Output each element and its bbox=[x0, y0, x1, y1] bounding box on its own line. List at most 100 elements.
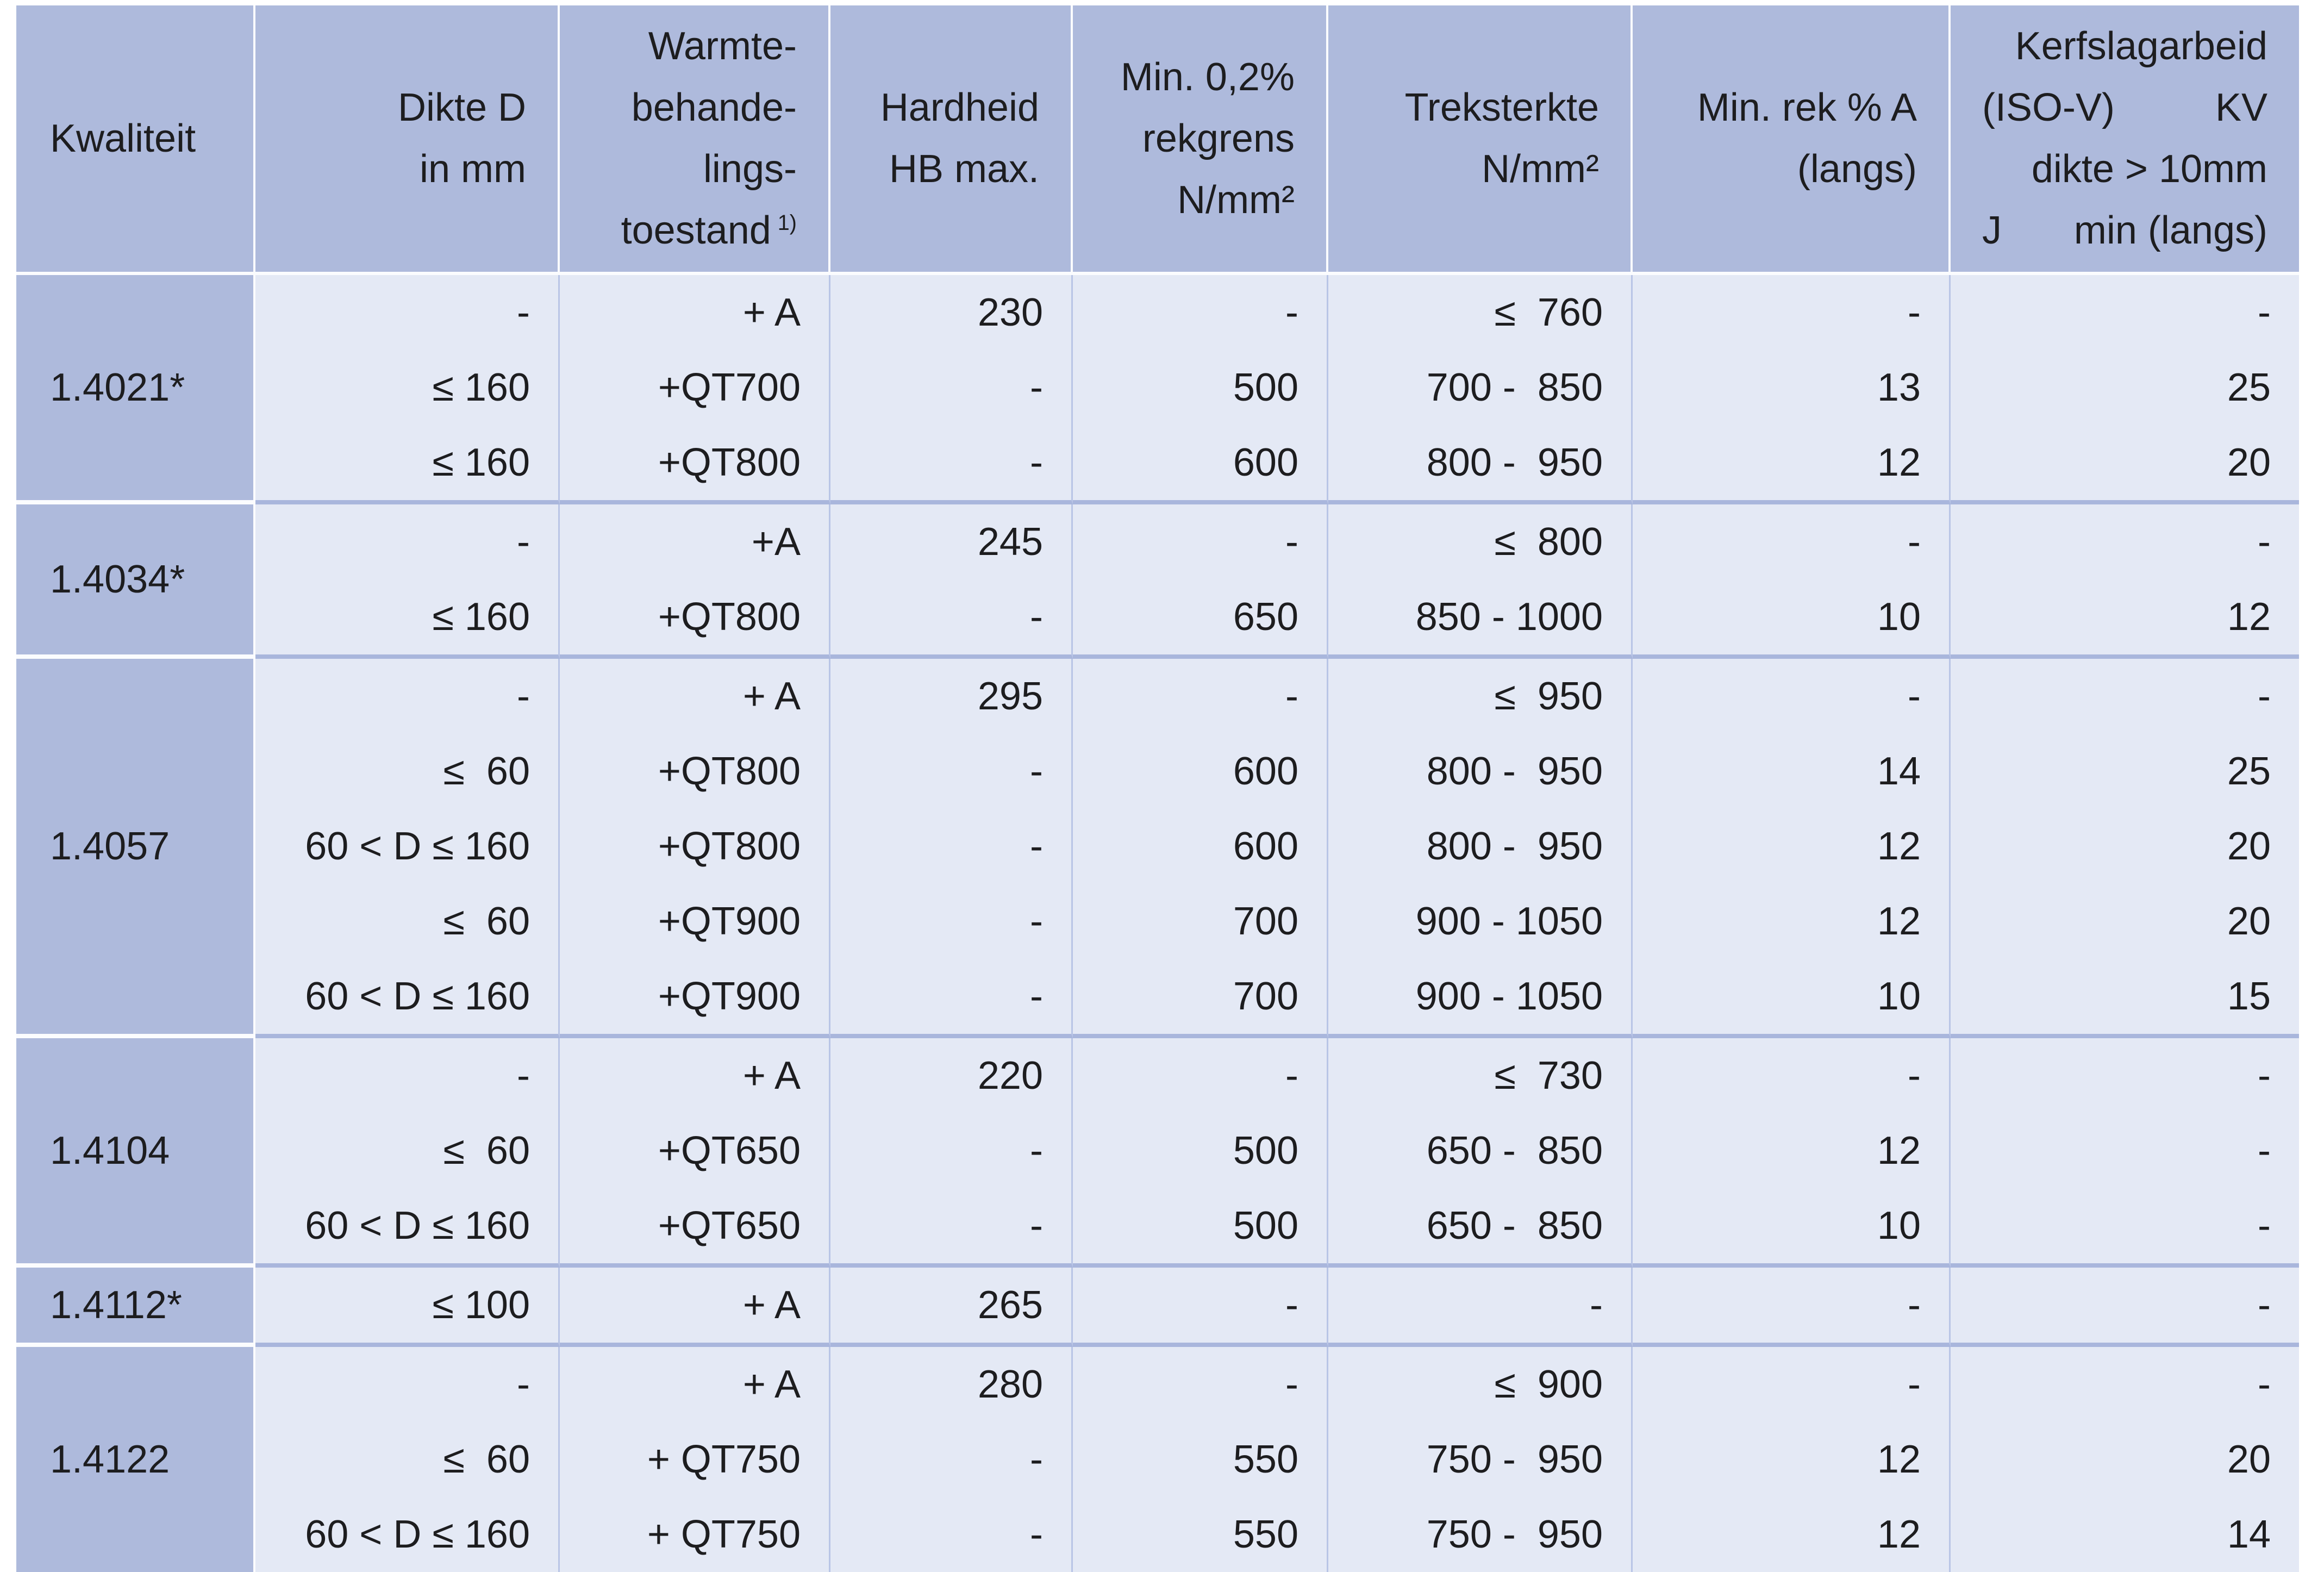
header-kerfslag-min-langs: min (langs) bbox=[2073, 209, 2267, 252]
header-rek-line2: (langs) bbox=[1797, 147, 1917, 191]
cell-kv: 20 bbox=[1951, 1422, 2299, 1497]
cell-treksterkte: 800 - 950 bbox=[1328, 734, 1633, 809]
cell-dikte: - bbox=[255, 1347, 560, 1422]
cell-dikte: ≤ 60 bbox=[255, 884, 560, 959]
table-row: 60 < D ≤ 160 +QT650-500 650 - 850 10- bbox=[16, 1188, 2299, 1268]
cell-hardheid: - bbox=[830, 579, 1073, 659]
cell-hardheid: 280 bbox=[830, 1347, 1073, 1422]
cell-hardheid: - bbox=[830, 1422, 1073, 1497]
cell-hardheid: 295 bbox=[830, 659, 1073, 734]
cell-kv: 25 bbox=[1951, 734, 2299, 809]
header-treksterkte-line1: Treksterkte bbox=[1404, 86, 1599, 129]
cell-hardheid: - bbox=[830, 350, 1073, 425]
cell-warmte: + A bbox=[560, 1347, 830, 1422]
cell-kwaliteit: 1.4104 bbox=[16, 1038, 255, 1268]
header-kerfslag-line1: Kerfslagarbeid bbox=[2015, 24, 2267, 68]
cell-rekgrens: - bbox=[1073, 1268, 1328, 1347]
cell-kv: 20 bbox=[1951, 809, 2299, 884]
cell-rekgrens: 500 bbox=[1073, 350, 1328, 425]
cell-treksterkte: 750 - 950 bbox=[1328, 1497, 1633, 1572]
cell-treksterkte: - bbox=[1328, 1268, 1633, 1347]
cell-rek: 10 bbox=[1633, 959, 1951, 1038]
cell-hardheid: - bbox=[830, 809, 1073, 884]
cell-warmte: + A bbox=[560, 1268, 830, 1347]
cell-dikte: ≤ 160 bbox=[255, 425, 560, 504]
cell-warmte: +QT800 bbox=[560, 425, 830, 504]
cell-kv: - bbox=[1951, 1347, 2299, 1422]
header-treksterkte: Treksterkte N/mm² bbox=[1328, 5, 1633, 275]
cell-rekgrens: 550 bbox=[1073, 1422, 1328, 1497]
cell-rek: 13 bbox=[1633, 350, 1951, 425]
cell-kv: 14 bbox=[1951, 1497, 2299, 1572]
cell-kwaliteit: 1.4034* bbox=[16, 504, 255, 659]
cell-kv: - bbox=[1951, 504, 2299, 579]
table-body: 1.4021* - + A 230- ≤ 760- - ≤ 160 +QT700-500 700… bbox=[16, 275, 2299, 1572]
cell-hardheid: 245 bbox=[830, 504, 1073, 579]
cell-dikte: ≤ 100 bbox=[255, 1268, 560, 1347]
header-warmte-line1: Warmte- bbox=[648, 24, 797, 68]
cell-treksterkte: 700 - 850 bbox=[1328, 350, 1633, 425]
cell-kv: - bbox=[1951, 659, 2299, 734]
cell-rek: - bbox=[1633, 1038, 1951, 1113]
cell-kv: 20 bbox=[1951, 884, 2299, 959]
cell-rekgrens: - bbox=[1073, 275, 1328, 350]
header-warmtebehandeling: Warmte- behande- lings- toestand 1) bbox=[560, 5, 830, 275]
cell-hardheid: - bbox=[830, 884, 1073, 959]
cell-kwaliteit: 1.4112* bbox=[16, 1268, 255, 1347]
cell-warmte: + A bbox=[560, 1038, 830, 1113]
cell-dikte: ≤ 60 bbox=[255, 1113, 560, 1188]
cell-treksterkte: 850 - 1000 bbox=[1328, 579, 1633, 659]
cell-kv: - bbox=[1951, 1188, 2299, 1268]
table-row: 60 < D ≤ 160 + QT750-550 750 - 950 12 14 bbox=[16, 1497, 2299, 1572]
cell-rek: 12 bbox=[1633, 425, 1951, 504]
header-kerfslag-j: J bbox=[1982, 209, 2002, 252]
cell-treksterkte: 650 - 850 bbox=[1328, 1188, 1633, 1268]
cell-kv: - bbox=[1951, 1268, 2299, 1347]
cell-warmte: + A bbox=[560, 659, 830, 734]
header-kerfslag-line3: dikte > 10mm bbox=[2031, 147, 2267, 191]
cell-treksterkte: 900 - 1050 bbox=[1328, 884, 1633, 959]
cell-kv: 12 bbox=[1951, 579, 2299, 659]
table-row: ≤ 160 +QT800-600 800 - 950 12 20 bbox=[16, 425, 2299, 504]
cell-warmte: +QT900 bbox=[560, 959, 830, 1038]
cell-hardheid: 265 bbox=[830, 1268, 1073, 1347]
table-row: ≤ 60 + QT750-550 750 - 950 12 20 bbox=[16, 1422, 2299, 1497]
header-rekgrens-line1: Min. 0,2% bbox=[1120, 55, 1295, 99]
header-hardheid: Hardheid HB max. bbox=[830, 5, 1073, 275]
cell-dikte: ≤ 160 bbox=[255, 350, 560, 425]
cell-kwaliteit: 1.4057 bbox=[16, 659, 255, 1038]
cell-treksterkte: ≤ 760 bbox=[1328, 275, 1633, 350]
cell-warmte: +QT650 bbox=[560, 1188, 830, 1268]
cell-treksterkte: 800 - 950 bbox=[1328, 809, 1633, 884]
cell-treksterkte: ≤ 730 bbox=[1328, 1038, 1633, 1113]
table-row: 1.4057- + A 295- ≤ 950- - bbox=[16, 659, 2299, 1038]
cell-kv: - bbox=[1951, 275, 2299, 350]
cell-rekgrens: 700 bbox=[1073, 884, 1328, 959]
cell-kwaliteit: 1.4021* bbox=[16, 275, 255, 504]
header-rek-line1: Min. rek % A bbox=[1697, 86, 1917, 129]
cell-rekgrens: 700 bbox=[1073, 959, 1328, 1038]
cell-hardheid: 230 bbox=[830, 275, 1073, 350]
cell-treksterkte: ≤ 900 bbox=[1328, 1347, 1633, 1422]
cell-hardheid: - bbox=[830, 1188, 1073, 1268]
cell-warmte: +QT800 bbox=[560, 579, 830, 659]
cell-kv: - bbox=[1951, 1113, 2299, 1188]
header-dikte-line2: in mm bbox=[420, 147, 526, 191]
cell-rek: 12 bbox=[1633, 809, 1951, 884]
cell-dikte: ≤ 60 bbox=[255, 1422, 560, 1497]
table-row: 1.4034* - +A 245- ≤ 800- - bbox=[16, 504, 2299, 659]
cell-rek: - bbox=[1633, 1347, 1951, 1422]
header-rek: Min. rek % A (langs) bbox=[1633, 5, 1951, 275]
cell-rek: 10 bbox=[1633, 579, 1951, 659]
header-kwaliteit: Kwaliteit bbox=[16, 5, 255, 275]
cell-rek: - bbox=[1633, 1268, 1951, 1347]
cell-warmte: +A bbox=[560, 504, 830, 579]
cell-dikte: 60 < D ≤ 160 bbox=[255, 1497, 560, 1572]
cell-kv: 15 bbox=[1951, 959, 2299, 1038]
table-row: 60 < D ≤ 160 +QT800-600 800 - 950 12 20 bbox=[16, 809, 2299, 884]
header-rekgrens: Min. 0,2% rekgrens N/mm² bbox=[1073, 5, 1328, 275]
header-rekgrens-line3: N/mm² bbox=[1177, 178, 1295, 222]
header-warmte-toestand: toestand bbox=[621, 209, 771, 252]
cell-warmte: +QT800 bbox=[560, 809, 830, 884]
table-row: 1.4104- + A 220- ≤ 730- - bbox=[16, 1038, 2299, 1268]
